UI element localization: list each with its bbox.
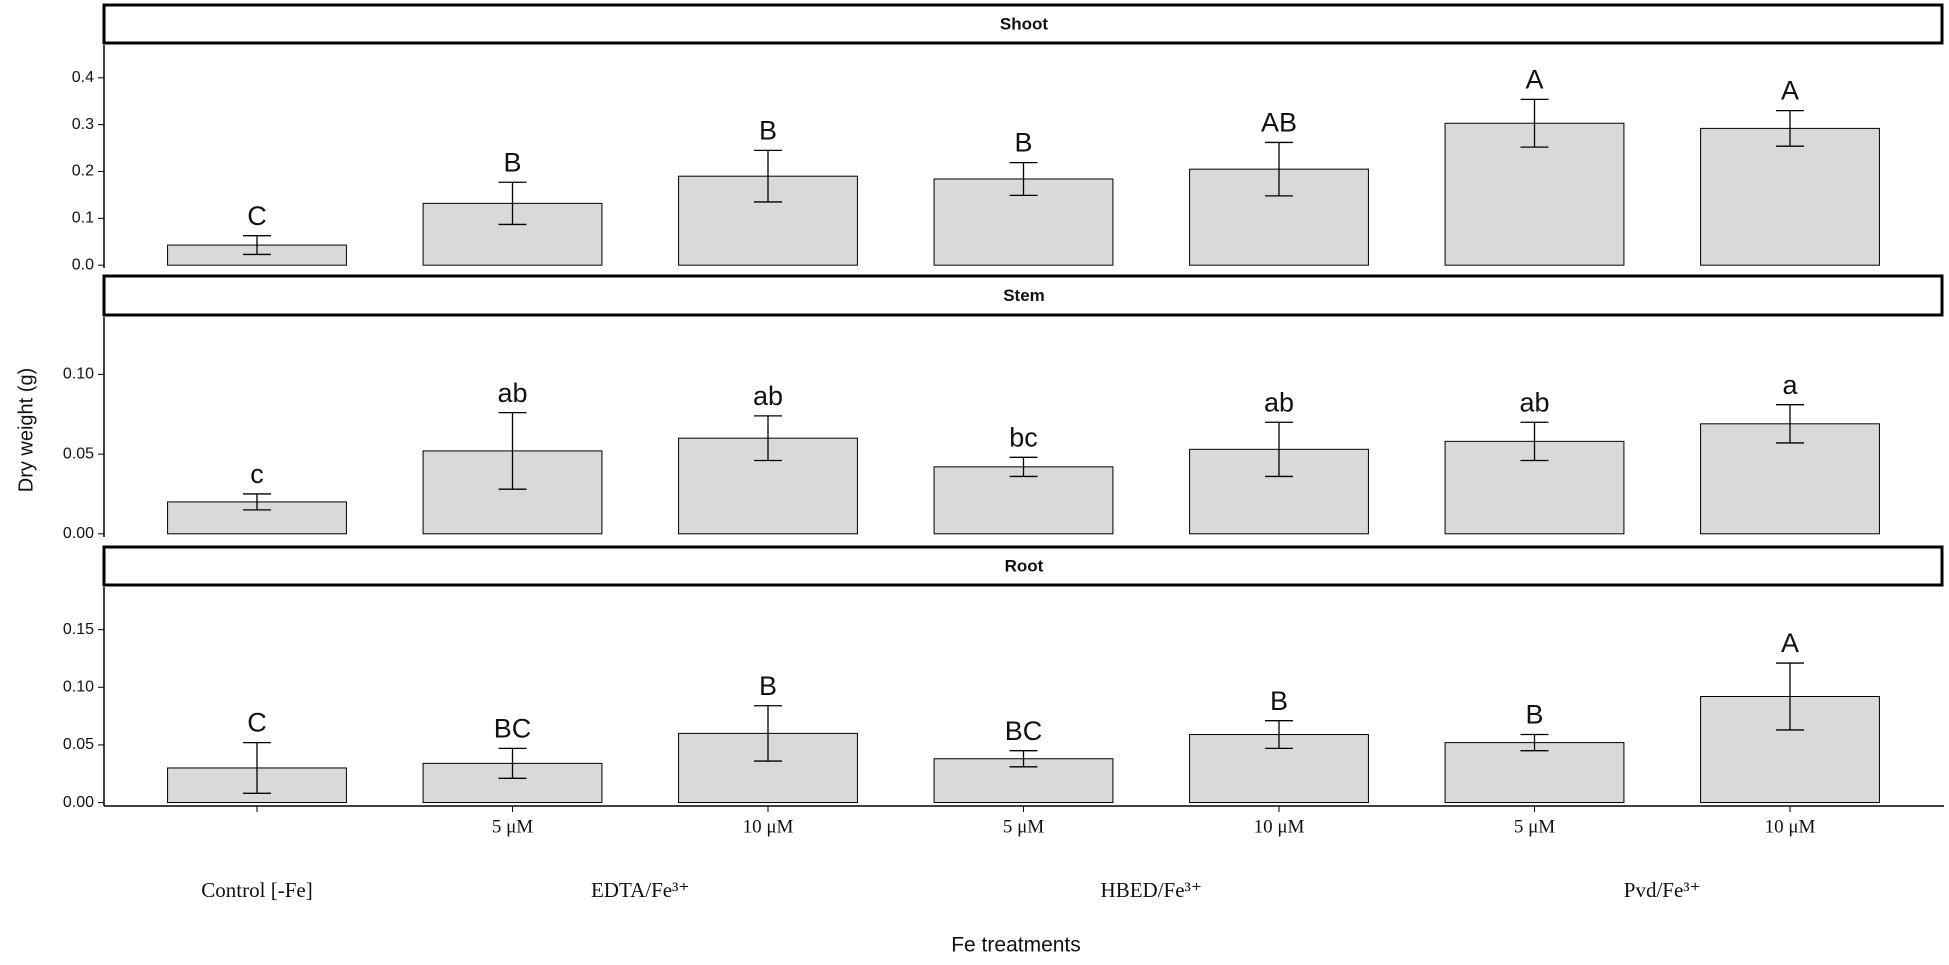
group-label: EDTA/Fe³⁺ [591,878,690,902]
annotation: BC [494,713,532,743]
annotation: A [1781,76,1799,106]
error-bar [1776,109,1804,147]
error-bar [1265,421,1293,478]
annotation: ab [1264,387,1294,417]
y-tick-label: 0.1 [72,210,94,227]
group-label: Control [-Fe] [201,878,312,902]
y-tick-label: 0.3 [72,116,94,133]
y-tick-label: 0.05 [63,736,94,753]
annotation: B [1270,686,1288,716]
error-bar [1520,421,1549,462]
x-tick-label: 10 μM [1254,816,1305,837]
annotation: B [759,116,777,146]
bar [1700,127,1880,266]
annotation: a [1782,370,1798,400]
y-tick-label: 0.10 [63,678,94,695]
annotation: B [1014,128,1032,158]
panel-title: Root [1005,556,1044,575]
error-bar [1009,456,1038,478]
y-tick-label: 0.00 [63,525,94,542]
annotation: AB [1261,108,1297,138]
annotation: B [759,671,777,701]
x-tick-label: 10 μM [1765,816,1816,837]
error-bar [754,415,782,462]
annotation: B [503,147,521,177]
y-tick-label: 0.0 [72,256,94,273]
y-tick-label: 0.10 [63,366,94,383]
bar [933,466,1114,535]
y-tick-label: 0.05 [63,445,94,462]
error-bar [1776,662,1804,731]
y-tick-label: 0.4 [72,69,94,86]
error-bar [243,493,271,511]
error-bar [1520,733,1549,752]
error-bar [1776,404,1804,444]
annotation: bc [1009,422,1038,452]
annotation: B [1525,700,1543,730]
error-bar [1009,161,1038,197]
panel-title: Shoot [1000,14,1048,33]
error-bar [243,741,271,794]
annotation: c [250,459,264,489]
error-bar [243,235,271,256]
y-tick-label: 0.2 [72,163,94,180]
x-tick-label: 10 μM [743,816,794,837]
error-bar [1520,98,1549,148]
group-label: HBED/Fe³⁺ [1101,878,1202,902]
group-label: Pvd/Fe³⁺ [1624,878,1701,902]
error-bar [754,149,782,203]
annotation: A [1525,64,1543,94]
annotation: ab [497,378,527,408]
annotation: BC [1005,716,1043,746]
x-tick-label: 5 μM [492,816,533,837]
bar [1444,742,1625,804]
annotation: ab [1519,387,1549,417]
error-bar [498,747,527,779]
error-bar [754,705,782,762]
error-bar [1009,750,1038,768]
bar [1189,734,1369,804]
y-tick-label: 0.00 [63,794,94,811]
error-bar [498,412,527,490]
annotation: C [247,708,267,738]
x-tick-label: 5 μM [1003,816,1044,837]
error-bar [1265,720,1293,750]
error-bar [1265,141,1293,197]
y-tick-label: 0.15 [63,621,94,638]
x-axis-label: Fe treatments [951,934,1081,957]
annotation: A [1781,628,1799,658]
strip [102,3,1944,45]
x-tick-label: 5 μM [1514,816,1555,837]
strip [102,545,1944,587]
panel-title: Stem [1003,286,1045,305]
annotation: C [247,201,267,231]
error-bar [498,181,527,226]
annotation: ab [753,381,783,411]
y-axis-label: Dry weight (g) [15,368,37,492]
strip [102,274,1944,317]
